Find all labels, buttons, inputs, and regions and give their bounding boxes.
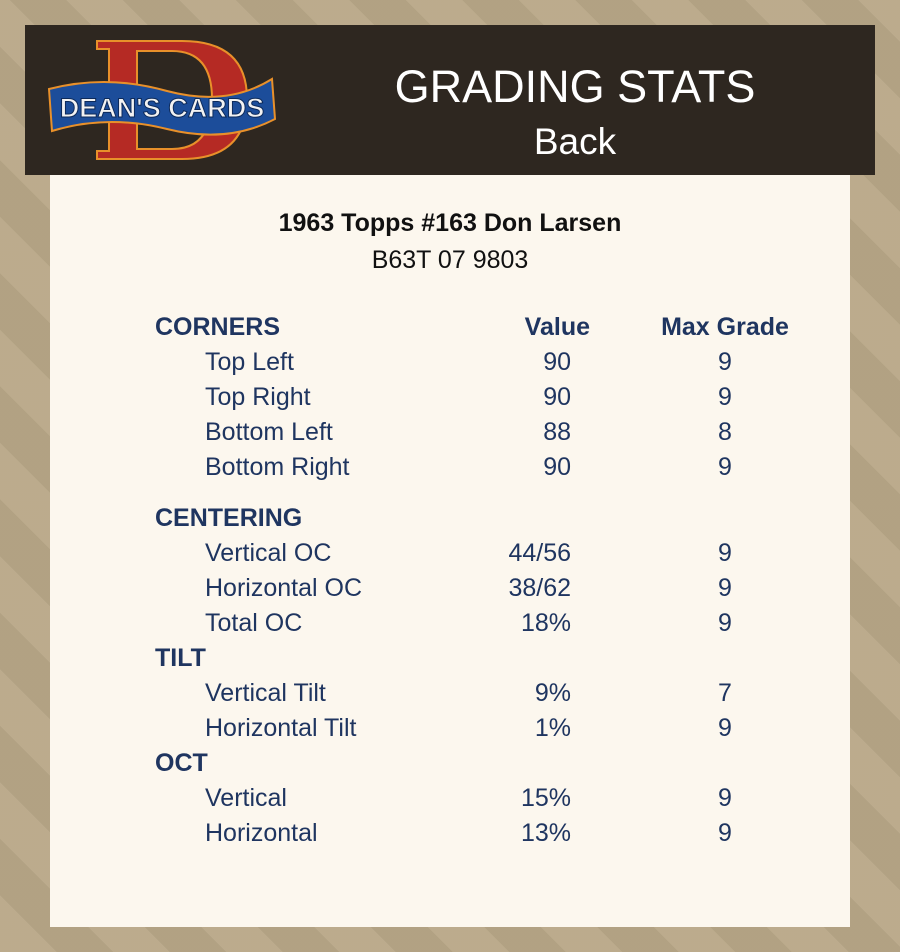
- section-header: OCT: [155, 749, 805, 784]
- row-max-grade: 9: [718, 383, 732, 411]
- row-max-grade: 9: [718, 714, 732, 742]
- section-label: OCT: [155, 749, 208, 777]
- max-grade-column-header: Max Grade: [661, 313, 789, 341]
- section-label: TILT: [155, 644, 206, 672]
- table-row: Horizontal OC 38/62 9: [155, 574, 805, 609]
- row-max-grade: 9: [718, 539, 732, 567]
- cert-number: B63T 07 9803: [371, 246, 529, 274]
- row-value: 9%: [534, 679, 571, 707]
- row-label: Vertical OC: [205, 539, 332, 567]
- table-row: Top Left 90 9: [155, 348, 805, 383]
- table-row: Bottom Left 88 8: [155, 418, 805, 453]
- table-row: Vertical Tilt 9% 7: [155, 679, 805, 714]
- row-label: Horizontal Tilt: [205, 714, 357, 742]
- row-value: 15%: [520, 784, 571, 812]
- row-max-grade: 9: [718, 784, 732, 812]
- section-header: CENTERING: [155, 504, 805, 539]
- section-header: CORNERS Value Max Grade: [155, 313, 805, 348]
- row-value: 90: [543, 348, 571, 376]
- row-max-grade: 9: [718, 609, 732, 637]
- row-value: 13%: [520, 819, 571, 847]
- table-row: Horizontal 13% 9: [155, 819, 805, 854]
- row-label: Bottom Right: [205, 453, 350, 481]
- section-label: CORNERS: [155, 313, 281, 341]
- card-name: 1963 Topps #163 Don Larsen: [278, 209, 622, 237]
- table-row: Vertical 15% 9: [155, 784, 805, 819]
- row-label: Bottom Left: [205, 418, 333, 446]
- row-max-grade: 9: [718, 574, 732, 602]
- row-value: 90: [543, 453, 571, 481]
- row-value: 88: [543, 418, 571, 446]
- section-header: TILT: [155, 644, 805, 679]
- row-label: Total OC: [205, 609, 303, 637]
- row-label: Top Left: [205, 348, 294, 376]
- row-value: 18%: [520, 609, 571, 637]
- row-value: 1%: [534, 714, 571, 742]
- table-row: Total OC 18% 9: [155, 609, 805, 644]
- page-title: GRADING STATS: [394, 61, 756, 112]
- row-label: Vertical: [205, 784, 287, 812]
- row-max-grade: 9: [718, 453, 732, 481]
- table-row: Horizontal Tilt 1% 9: [155, 714, 805, 749]
- table-row: Bottom Right 90 9: [155, 453, 805, 488]
- row-max-grade: 9: [718, 348, 732, 376]
- header: DEAN'S CARDS GRADING STATS Back: [25, 25, 875, 175]
- table-row: Top Right 90 9: [155, 383, 805, 418]
- row-max-grade: 7: [718, 679, 732, 707]
- row-label: Top Right: [205, 383, 311, 411]
- table-row: Vertical OC 44/56 9: [155, 539, 805, 574]
- section-label: CENTERING: [155, 504, 303, 532]
- stats-panel: 1963 Topps #163 Don Larsen B63T 07 9803 …: [50, 175, 850, 927]
- row-value: 90: [543, 383, 571, 411]
- row-label: Horizontal: [205, 819, 318, 847]
- row-value: 44/56: [508, 539, 571, 567]
- value-column-header: Value: [524, 313, 590, 341]
- row-label: Vertical Tilt: [205, 679, 326, 707]
- grading-table: CORNERS Value Max Grade Top Left 90 9 Top Righ…: [155, 313, 805, 854]
- deans-cards-logo: DEAN'S CARDS: [47, 40, 277, 160]
- row-label: Horizontal OC: [205, 574, 362, 602]
- svg-text:DEAN'S CARDS: DEAN'S CARDS: [60, 93, 264, 123]
- page-subtitle: Back: [533, 121, 617, 162]
- row-value: 38/62: [508, 574, 571, 602]
- row-max-grade: 8: [718, 418, 732, 446]
- row-max-grade: 9: [718, 819, 732, 847]
